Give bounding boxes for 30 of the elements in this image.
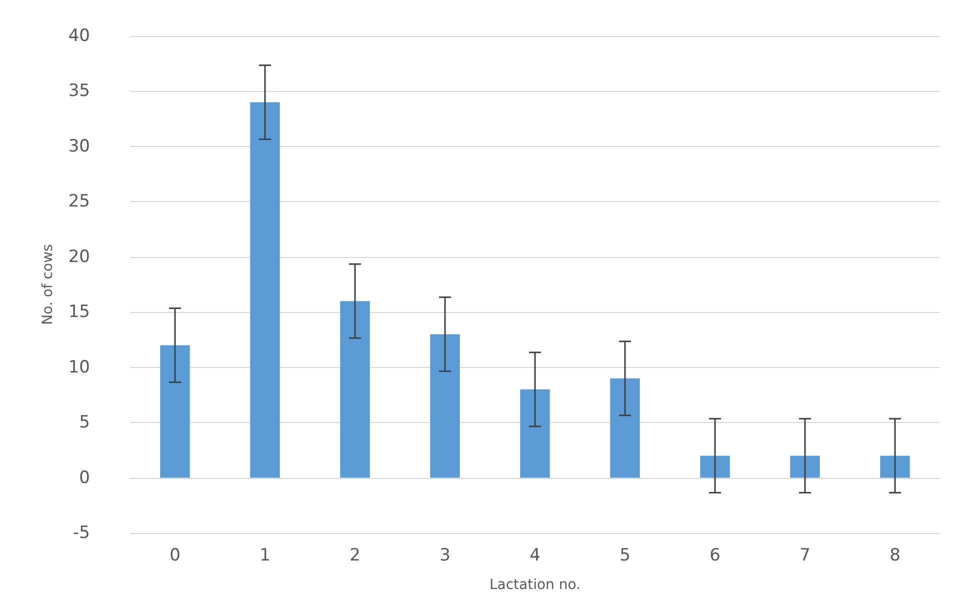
y-tick-label: 30 (68, 136, 90, 156)
y-axis-title: No. of cows (40, 244, 56, 325)
bar (610, 378, 640, 478)
y-tick-label: 40 (68, 26, 90, 46)
bar (340, 301, 370, 478)
bar (160, 345, 190, 478)
bar (700, 456, 730, 478)
x-tick-label: 2 (350, 546, 360, 566)
x-tick-label: 6 (710, 546, 720, 566)
bar (880, 456, 910, 478)
x-tick-label: 3 (440, 546, 450, 566)
bar (520, 389, 550, 478)
x-tick-label: 0 (170, 546, 180, 566)
y-tick-label: 5 (79, 412, 90, 433)
x-tick-label: 4 (530, 546, 540, 566)
y-tick-label: 25 (68, 192, 90, 212)
y-tick-label: -5 (73, 523, 90, 543)
y-tick-label: 10 (68, 357, 90, 378)
bar (430, 334, 460, 478)
bar (790, 456, 820, 478)
x-tick-label: 1 (260, 546, 270, 566)
x-axis-title: Lactation no. (489, 577, 581, 593)
bar (250, 102, 280, 478)
y-tick-label: 20 (68, 246, 90, 267)
y-tick-label: 0 (79, 468, 90, 488)
y-tick-label: 15 (68, 302, 90, 322)
x-tick-label: 7 (800, 546, 810, 566)
x-tick-label: 8 (890, 546, 900, 566)
y-tick-label: 35 (68, 81, 90, 102)
x-tick-label: 5 (620, 546, 630, 566)
